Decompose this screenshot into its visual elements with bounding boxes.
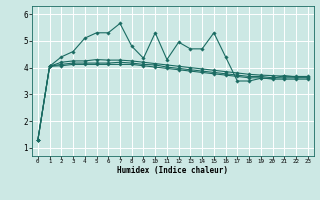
X-axis label: Humidex (Indice chaleur): Humidex (Indice chaleur) bbox=[117, 166, 228, 175]
